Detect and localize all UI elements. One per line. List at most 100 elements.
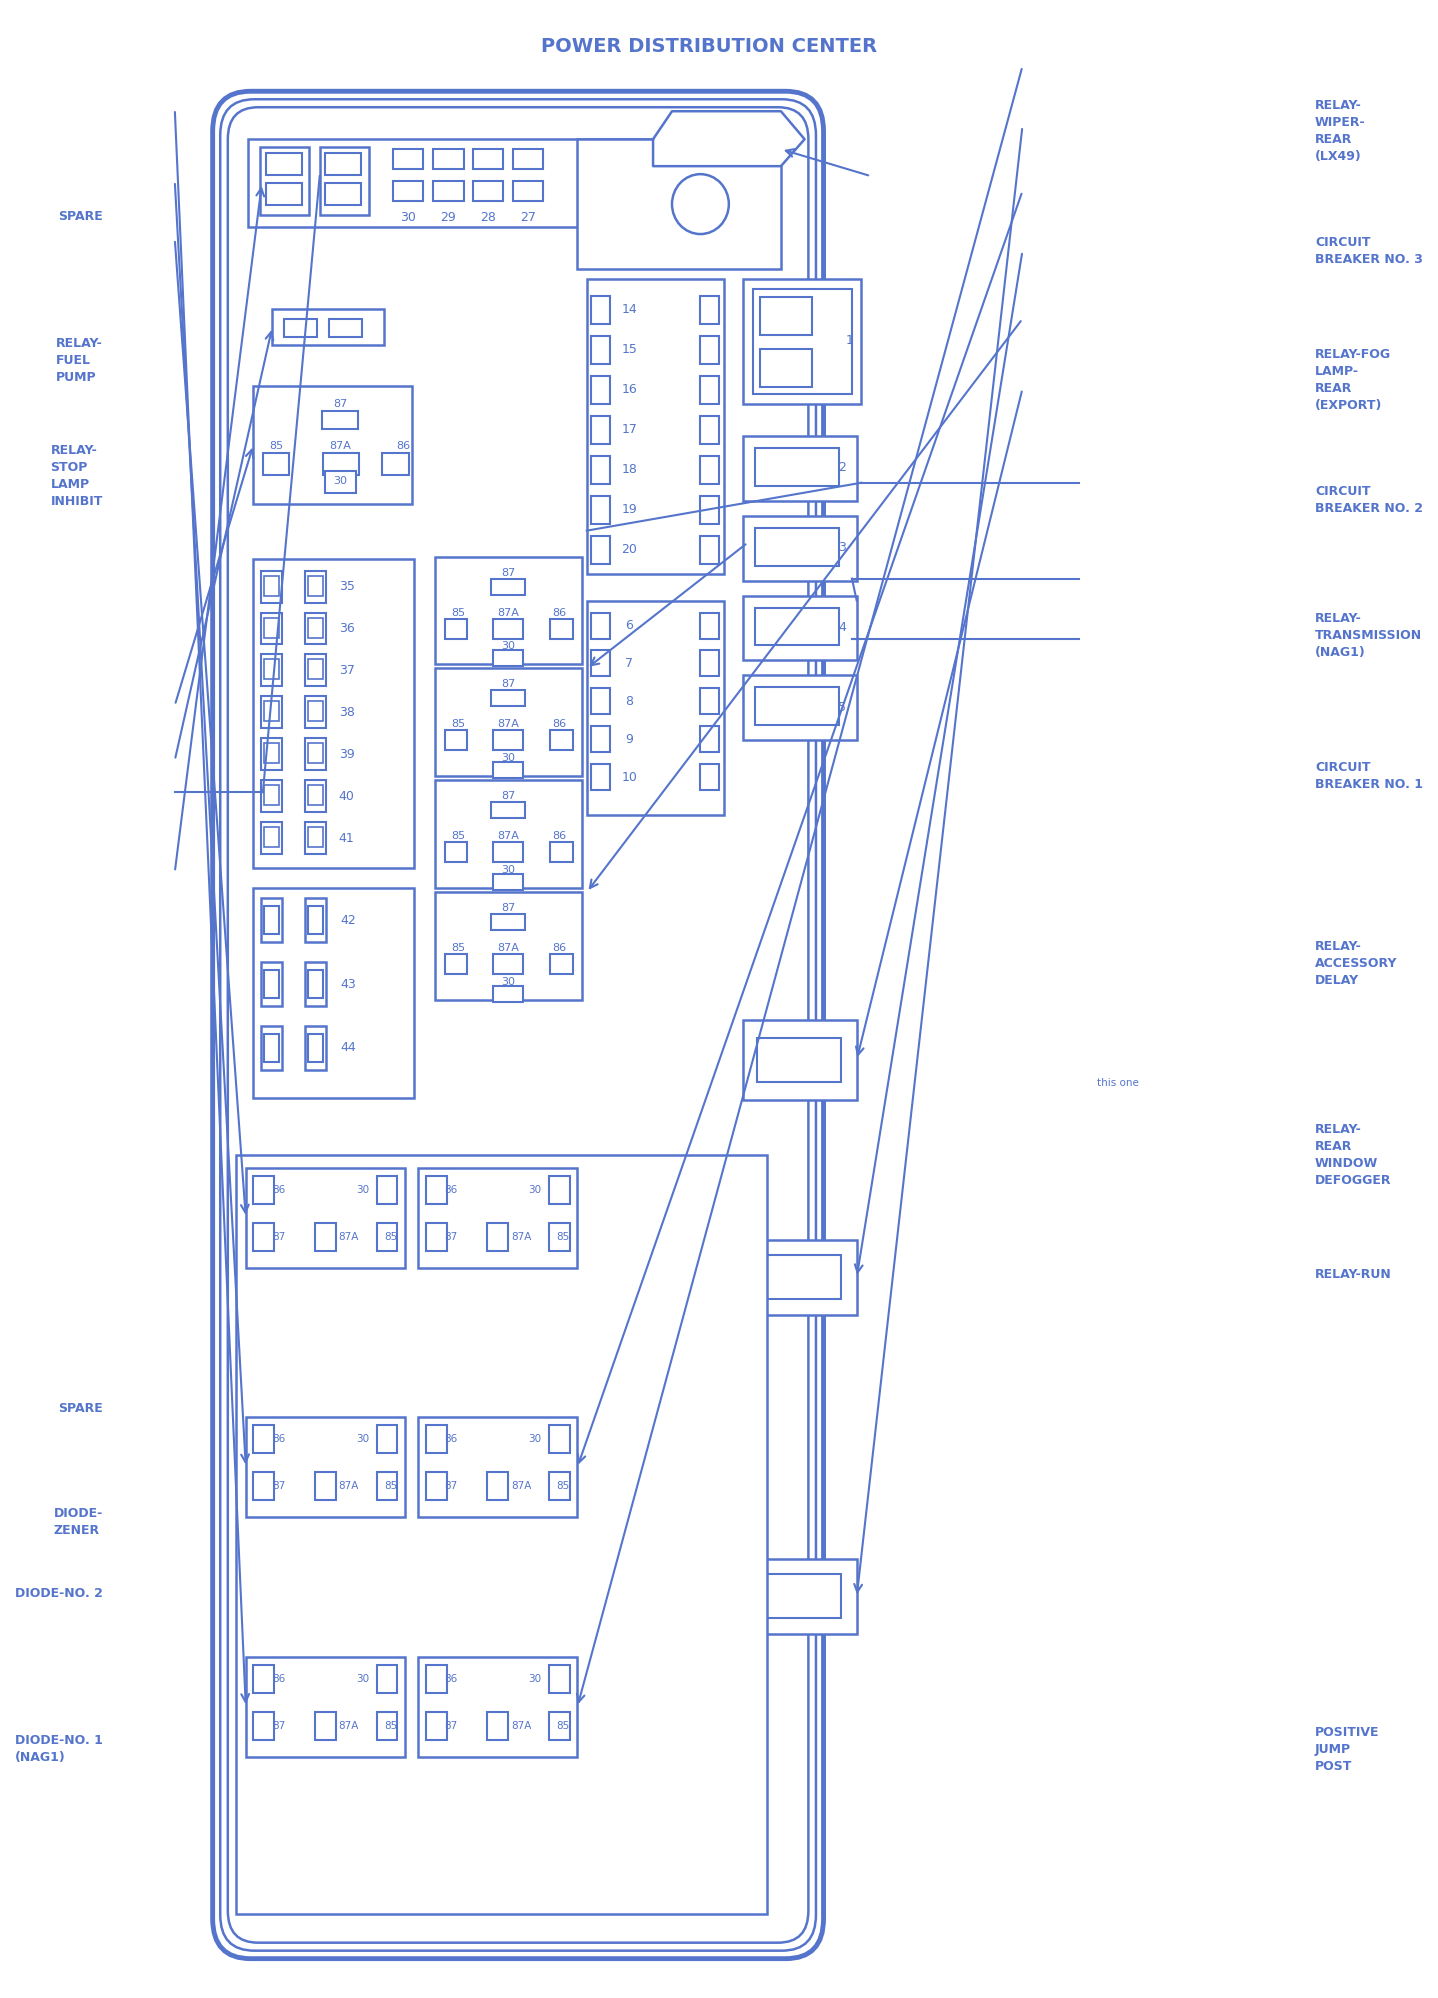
Text: 30: 30 [502,641,515,651]
Bar [591,765,611,791]
Bar [493,843,523,863]
Bar [377,1664,397,1692]
Bar [393,150,423,170]
Text: 30: 30 [355,1185,370,1195]
Text: POWER DISTRIBUTION CENTER: POWER DISTRIBUTION CENTER [541,36,877,56]
Bar [377,1175,397,1203]
Bar [591,416,611,444]
Text: 30: 30 [528,1435,541,1445]
Text: 87: 87 [272,1481,286,1491]
Bar [315,1223,336,1251]
Bar [473,182,503,202]
Bar [418,1417,577,1516]
Bar [761,350,812,388]
Bar [433,182,463,202]
Bar [493,955,523,975]
Text: 5: 5 [838,701,847,713]
Bar [266,184,302,206]
Bar [426,1425,447,1453]
Text: 86: 86 [272,1435,286,1445]
Text: 85: 85 [452,943,464,953]
Text: 38: 38 [338,705,355,719]
Text: 86: 86 [272,1185,286,1195]
Text: 85: 85 [452,831,464,841]
Text: 87: 87 [444,1720,457,1730]
Bar [305,781,326,813]
Text: RELAY-RUN: RELAY-RUN [1314,1269,1392,1281]
Bar [260,697,282,729]
Bar [752,290,851,394]
Bar [492,915,525,931]
Text: CIRCUIT
BREAKER NO. 3: CIRCUIT BREAKER NO. 3 [1314,236,1422,266]
Bar [247,140,654,228]
Bar [329,320,362,338]
Bar [700,336,719,364]
Bar [325,154,361,176]
Bar [492,691,525,707]
Bar [253,1425,275,1453]
Bar [549,843,572,863]
Text: 87: 87 [272,1720,286,1730]
Bar [324,454,360,476]
Bar [487,1473,508,1500]
Text: 85: 85 [452,607,464,617]
Bar [315,1473,336,1500]
Bar [433,150,463,170]
Bar [253,1223,275,1251]
Bar [377,1223,397,1251]
Text: 87: 87 [444,1231,457,1241]
Bar [263,659,279,679]
Text: 86: 86 [272,1674,286,1684]
Bar [253,1664,275,1692]
Text: 30: 30 [528,1674,541,1684]
Text: 14: 14 [621,304,637,316]
Text: 87: 87 [500,903,515,913]
Text: 86: 86 [395,442,410,452]
Bar [444,843,467,863]
Text: 87A: 87A [510,1720,532,1730]
Bar [246,1656,406,1756]
Bar [493,651,523,667]
Bar [418,1656,577,1756]
Bar [263,971,279,999]
Text: 30: 30 [502,977,515,987]
Text: 87A: 87A [498,607,519,617]
Text: POSITIVE
JUMP
POST: POSITIVE JUMP POST [1314,1726,1379,1772]
Text: RELAY-
TRANSMISSION
(NAG1): RELAY- TRANSMISSION (NAG1) [1314,611,1422,659]
Bar [253,1712,275,1740]
Bar [308,827,324,847]
Text: this one: this one [1097,1077,1139,1087]
Text: 85: 85 [384,1481,397,1491]
Bar [577,140,781,270]
FancyBboxPatch shape [213,92,824,1958]
Text: 87A: 87A [329,442,351,452]
Bar [487,1223,508,1251]
Text: 87A: 87A [338,1481,360,1491]
Bar [549,619,572,639]
Text: 30: 30 [502,865,515,875]
Text: 30: 30 [502,753,515,763]
Bar [272,310,384,346]
Text: 19: 19 [621,503,637,515]
Polygon shape [653,112,805,166]
Bar [743,595,857,661]
Bar [426,1712,447,1740]
Bar [700,296,719,324]
Text: 87: 87 [334,400,348,410]
Bar [263,827,279,847]
Bar [308,785,324,805]
Bar [436,557,582,665]
Text: 87: 87 [444,1481,457,1491]
Bar [743,280,861,404]
Bar [325,472,355,494]
Bar [758,1255,841,1299]
Text: 43: 43 [341,977,357,991]
Bar [755,607,838,645]
Bar [591,376,611,404]
Bar [493,619,523,639]
Text: 85: 85 [269,442,283,452]
Bar [755,527,838,565]
Text: 86: 86 [552,607,567,617]
Text: 87: 87 [500,679,515,689]
Bar [263,617,279,637]
